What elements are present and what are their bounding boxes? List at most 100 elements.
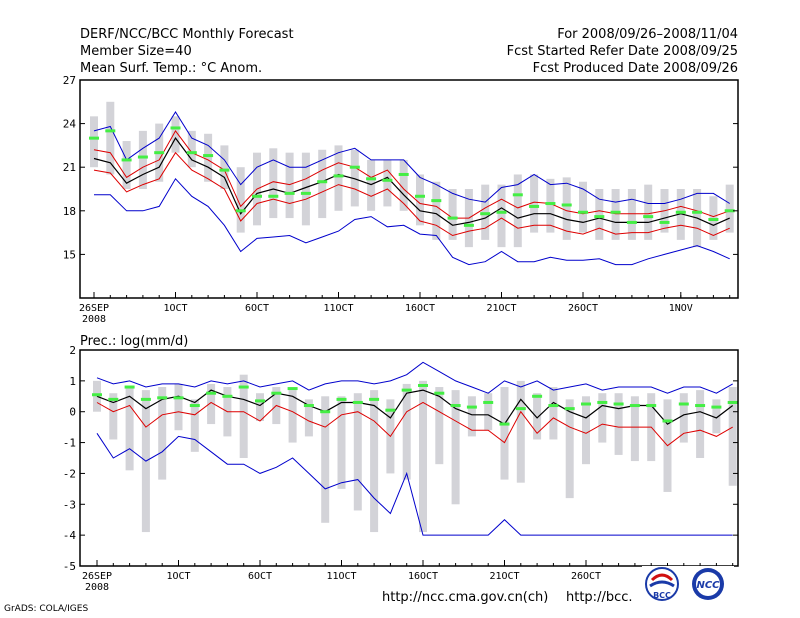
median-marker bbox=[626, 220, 637, 224]
spread-box bbox=[256, 393, 264, 421]
bcc-url[interactable]: http://bcc. bbox=[566, 590, 633, 605]
header-line-3: Mean Surf. Temp.: °C Anom. bbox=[80, 61, 263, 76]
median-marker bbox=[300, 191, 311, 195]
ncc-url[interactable]: http://ncc.cma.gov.cn(ch) bbox=[382, 590, 549, 605]
median-marker bbox=[646, 404, 657, 408]
bcc-logo-text: BCC bbox=[653, 591, 671, 600]
median-marker bbox=[366, 177, 377, 181]
spread-box bbox=[451, 390, 460, 505]
spread-box bbox=[239, 374, 248, 458]
spread-box bbox=[595, 189, 604, 240]
median-marker bbox=[466, 405, 477, 409]
median-marker bbox=[268, 194, 279, 198]
median-marker bbox=[548, 404, 559, 408]
median-marker bbox=[431, 199, 442, 203]
spread-box bbox=[679, 393, 688, 443]
spread-box bbox=[367, 159, 376, 211]
x-tick-label: 26OCT bbox=[571, 571, 601, 582]
median-marker bbox=[203, 154, 214, 158]
y-tick-label: -1 bbox=[63, 437, 76, 450]
spread-box bbox=[304, 399, 313, 437]
median-marker bbox=[336, 397, 347, 401]
median-marker bbox=[610, 210, 621, 214]
y-tick-label: -5 bbox=[63, 560, 76, 573]
y-tick-label: 27 bbox=[63, 74, 76, 87]
header-line-1: DERF/NCC/BCC Monthly Forecast bbox=[80, 27, 294, 42]
plot-frame bbox=[79, 349, 739, 567]
spread-box bbox=[220, 145, 229, 189]
spread-box bbox=[533, 393, 542, 440]
spread-box bbox=[725, 184, 734, 233]
median-marker bbox=[483, 400, 494, 404]
spread-box bbox=[285, 152, 294, 219]
median-marker bbox=[678, 402, 689, 406]
header-line-2: Member Size=40 bbox=[80, 44, 192, 59]
spread-box bbox=[109, 393, 118, 440]
median-marker bbox=[597, 400, 608, 404]
spread-box bbox=[125, 387, 134, 471]
x-tick-label: 1NOV bbox=[669, 303, 693, 314]
spread-box bbox=[190, 399, 199, 452]
median-marker bbox=[724, 209, 735, 213]
spread-box bbox=[516, 380, 525, 483]
median-marker bbox=[643, 215, 654, 219]
median-marker bbox=[675, 210, 686, 214]
spread-box bbox=[171, 116, 180, 153]
x-tick-label: 11OCT bbox=[326, 571, 356, 582]
median-marker bbox=[317, 180, 328, 184]
spread-box bbox=[122, 141, 131, 189]
spread-box bbox=[562, 177, 571, 240]
median-marker bbox=[333, 174, 344, 178]
spread-box bbox=[416, 174, 424, 226]
median-marker bbox=[206, 391, 217, 395]
x-tick-label: 16OCT bbox=[408, 571, 438, 582]
median-marker bbox=[121, 158, 132, 162]
x-tick-label: 11OCT bbox=[323, 303, 353, 314]
spread-box bbox=[484, 393, 493, 431]
spread-box bbox=[467, 396, 476, 437]
spread-box bbox=[432, 181, 441, 240]
median-marker bbox=[320, 410, 331, 414]
spread-box bbox=[448, 189, 457, 240]
median-marker bbox=[578, 210, 588, 214]
spread-box bbox=[204, 133, 213, 182]
spread-box bbox=[530, 174, 539, 233]
spread-box bbox=[630, 396, 639, 462]
median-marker bbox=[480, 212, 491, 216]
plot-frame bbox=[79, 79, 739, 299]
series-lower-line bbox=[93, 151, 730, 237]
spread-box bbox=[350, 149, 359, 207]
median-marker bbox=[105, 129, 116, 133]
median-marker bbox=[385, 408, 396, 412]
spread-box bbox=[269, 148, 278, 219]
x-tick-label: 6OCT bbox=[245, 303, 269, 314]
median-marker bbox=[564, 407, 575, 411]
median-marker bbox=[189, 404, 200, 408]
median-marker bbox=[252, 194, 262, 198]
median-marker bbox=[154, 151, 165, 155]
y-tick-label: -4 bbox=[63, 529, 77, 542]
median-marker bbox=[255, 399, 265, 403]
median-marker bbox=[545, 202, 556, 206]
series-max-line bbox=[96, 361, 733, 394]
median-marker bbox=[219, 168, 230, 172]
spread-box bbox=[627, 189, 636, 240]
series-mean-line bbox=[93, 137, 730, 226]
spread-box bbox=[513, 174, 522, 248]
median-marker bbox=[349, 165, 360, 169]
median-marker bbox=[515, 407, 526, 411]
spread-box bbox=[337, 396, 346, 489]
spread-box bbox=[549, 387, 558, 440]
spread-box bbox=[236, 167, 245, 233]
median-marker bbox=[352, 400, 363, 404]
median-marker bbox=[235, 209, 246, 213]
median-marker bbox=[613, 402, 624, 406]
median-marker bbox=[662, 419, 673, 423]
median-marker bbox=[434, 391, 445, 395]
spread-box bbox=[187, 130, 196, 168]
x-tick-label: 21OCT bbox=[489, 571, 519, 582]
median-marker bbox=[303, 404, 314, 408]
median-marker bbox=[447, 216, 458, 220]
series-min-line bbox=[96, 433, 733, 536]
